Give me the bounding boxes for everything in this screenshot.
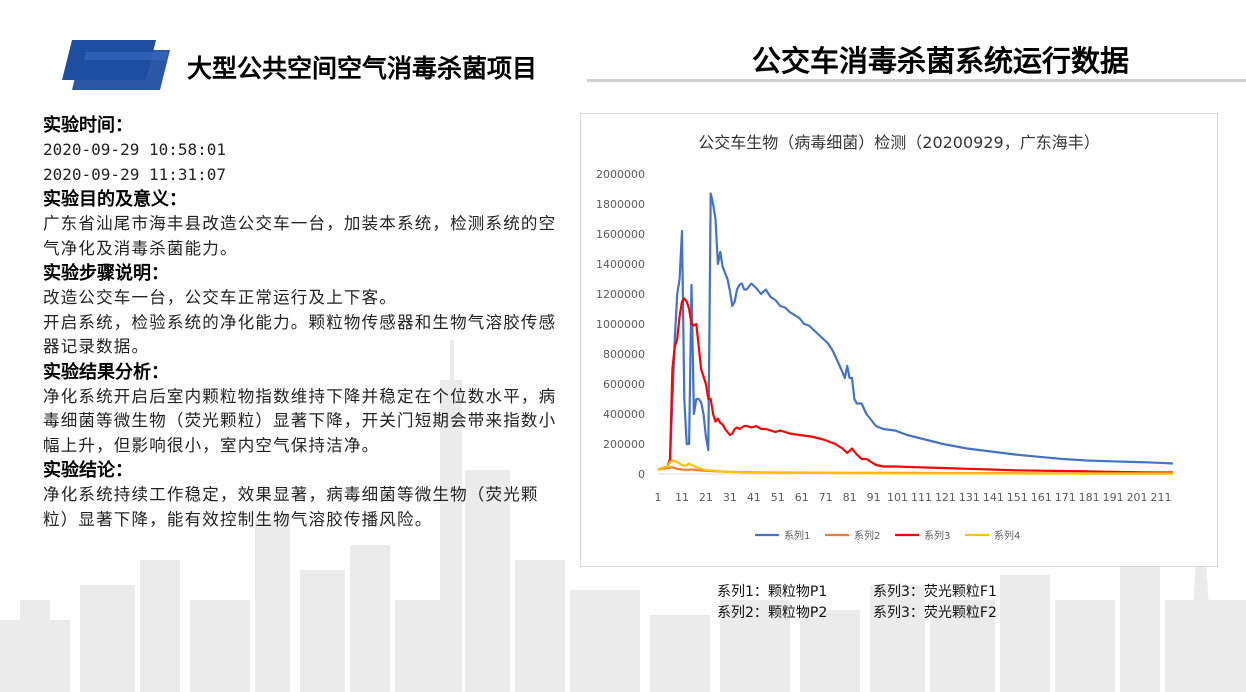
conclusion-heading: 实验结论： [43,460,133,481]
x-tick-label: 41 [747,491,761,504]
x-tick-label: 71 [819,491,833,504]
header-divider [587,79,1246,82]
steps-line-1: 改造公交车一台，公交车正常运行及上下客。 [43,288,397,307]
y-tick-label: 1800000 [596,198,645,211]
steps-heading: 实验步骤说明： [43,263,169,284]
legend-note-item: 系列3：荧光颗粒F1 [873,584,997,600]
page-title: 公交车消毒杀菌系统运行数据 [752,44,1130,78]
legend-label: 系列3 [924,529,950,542]
project-title: 大型公共空间空气消毒杀菌项目 [187,54,538,83]
x-tick-label: 181 [1079,491,1100,504]
time-end: 2020-09-29 11:31:07 [43,164,227,184]
analysis-text: 净化系统开启后室内颗粒物指数维持下降并稳定在个位数水平，病毒细菌等微生物（荧光颗… [43,386,557,455]
y-tick-label: 2000000 [596,168,645,181]
series-line-3 [657,297,1173,474]
y-tick-label: 1600000 [596,228,645,241]
legend-label: 系列4 [994,529,1020,542]
analysis-heading: 实验结果分析： [43,361,169,383]
legend-label: 系列2 [854,529,880,542]
series-line-4 [657,459,1173,475]
x-tick-label: 151 [1007,491,1028,504]
x-tick-label: 161 [1031,491,1052,504]
x-tick-label: 191 [1103,491,1124,504]
series-legend-note: 系列1：颗粒物P1 系列3：荧光颗粒F1 系列2：颗粒物P2 系列3：荧光颗粒F… [717,582,1033,624]
y-tick-label: 400000 [603,408,645,421]
line-chart: 公交车生物（病毒细菌）检测（20200929，广东海丰） 0 200000 40000… [596,133,1174,542]
series-line-1 [657,192,1174,471]
purpose-heading: 实验目的及意义： [43,189,187,210]
chart-container: 公交车生物（病毒细菌）检测（20200929，广东海丰） 0 200000 40000… [580,113,1218,567]
x-tick-label: 91 [867,491,881,504]
steps-line-2: 开启系统，检验系统的净化能力。颗粒物传感器和生物气溶胶传感器记录数据。 [43,312,557,357]
time-start: 2020-09-29 10:58:01 [43,140,227,159]
x-tick-label: 1 [655,491,662,504]
x-tick-label: 11 [675,491,689,504]
purpose-text: 广东省汕尾市海丰县改造公交车一台，加装本系统，检测系统的空气净化及消毒杀菌能力。 [43,214,557,258]
legend-note-item: 系列1：颗粒物P1 [717,584,828,600]
legend-note-item: 系列3：荧光颗粒F2 [873,605,997,621]
y-tick-label: 1000000 [596,318,645,331]
x-tick-label: 61 [795,491,809,504]
y-tick-label: 0 [638,468,645,481]
logo-icon [62,40,170,90]
x-tick-label: 131 [959,491,980,504]
legend-note-item: 系列2：颗粒物P2 [717,605,828,621]
x-tick-label: 21 [699,491,713,504]
experiment-description: 实验时间： 2020-09-29 10:58:01 2020-09-29 11:… [43,113,558,532]
y-tick-label: 200000 [603,438,645,451]
x-tick-label: 211 [1151,491,1172,504]
x-tick-label: 31 [723,491,737,504]
x-tick-label: 101 [887,491,908,504]
y-tick-label: 1400000 [596,258,645,271]
legend-label: 系列1 [784,529,810,542]
conclusion-text: 净化系统持续工作稳定，效果显著，病毒细菌等微生物（荧光颗粒）显著下降，能有效控制… [43,485,539,529]
x-tick-label: 171 [1055,491,1076,504]
x-tick-label: 121 [935,491,956,504]
y-tick-label: 1200000 [596,288,645,301]
y-tick-label: 800000 [603,348,645,361]
x-tick-label: 111 [911,491,932,504]
chart-title: 公交车生物（病毒细菌）检测（20200929，广东海丰） [698,133,1099,152]
x-tick-label: 81 [843,491,857,504]
x-tick-label: 141 [983,491,1004,504]
x-tick-label: 51 [771,491,785,504]
y-tick-label: 600000 [603,378,645,391]
x-tick-label: 201 [1127,491,1148,504]
time-heading: 实验时间： [43,115,133,136]
